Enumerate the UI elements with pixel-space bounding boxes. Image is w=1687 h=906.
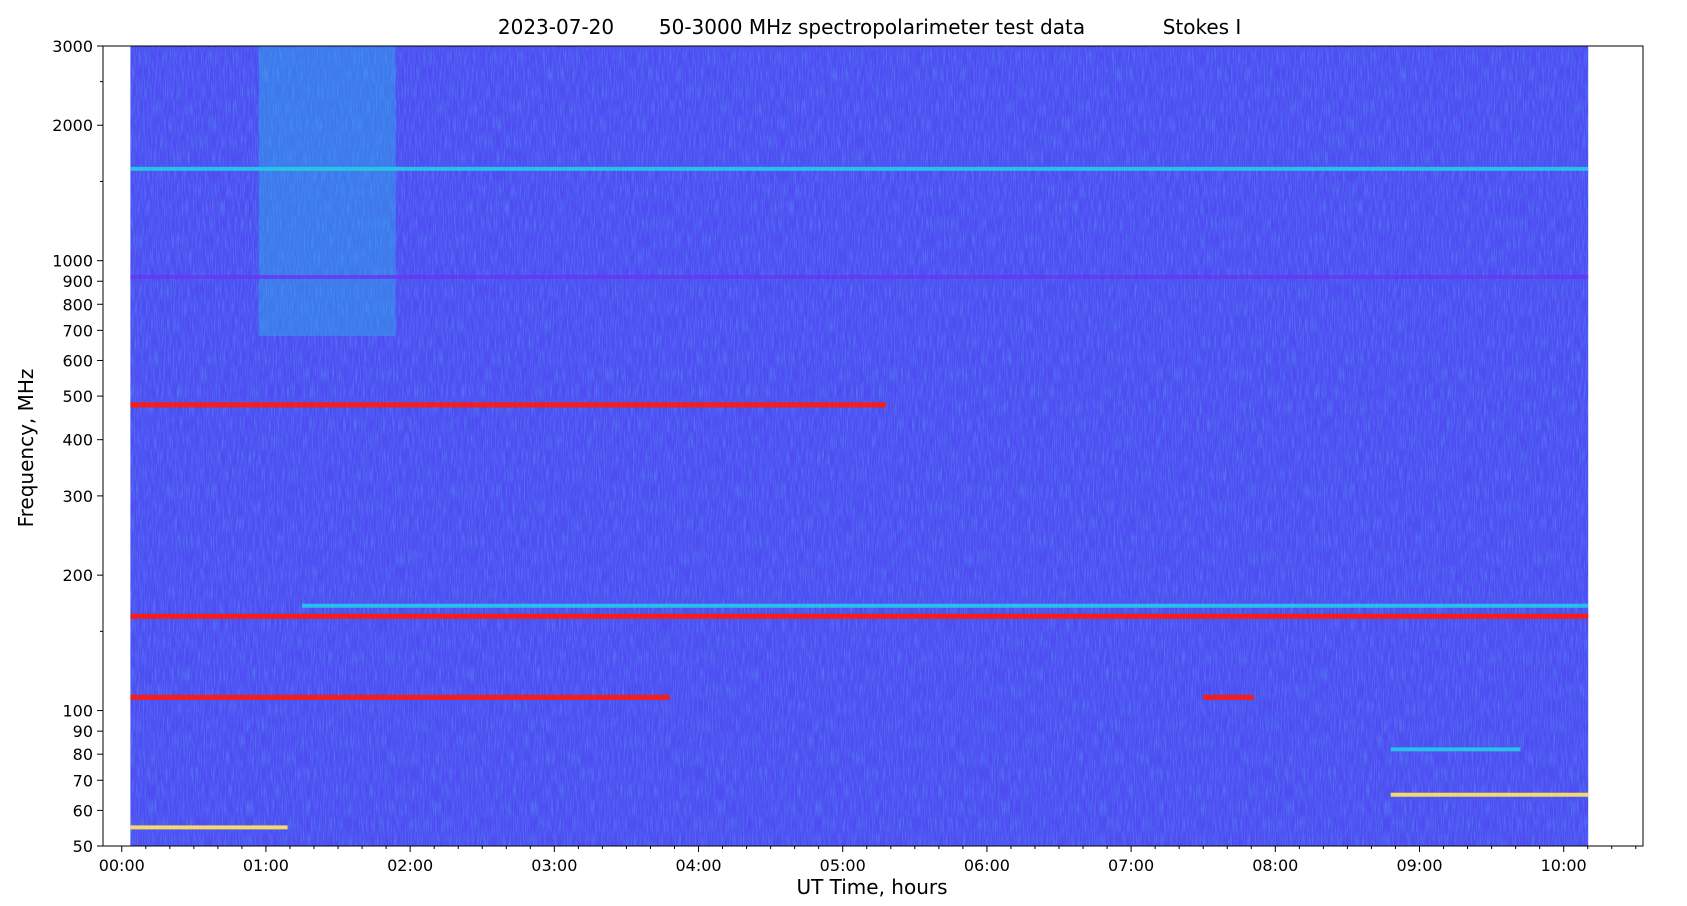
y-tick-label-14: 1000 xyxy=(52,252,93,271)
y-tick-label-16: 3000 xyxy=(52,37,93,56)
feature-band-4 xyxy=(1203,694,1254,700)
y-tick-label-0: 50 xyxy=(73,837,93,856)
y-tick-label-3: 80 xyxy=(73,745,93,764)
feature-burst-0 xyxy=(258,46,396,337)
feature-band-2 xyxy=(301,603,1589,608)
x-tick-label-10: 10:00 xyxy=(1541,856,1587,875)
y-tick-label-2: 70 xyxy=(73,771,93,790)
y-tick-label-13: 900 xyxy=(62,272,93,291)
chart-title: 2023-07-20 50-3000 MHz spectropolarimete… xyxy=(498,15,1241,39)
title-description: 50-3000 MHz spectropolarimeter test data xyxy=(659,15,1085,39)
x-axis-title: UT Time, hours xyxy=(796,875,947,899)
x-tick-label-9: 09:00 xyxy=(1396,856,1442,875)
plot-frame xyxy=(102,45,1644,847)
feature-band-3 xyxy=(130,694,670,700)
y-tick-label-12: 800 xyxy=(62,295,93,314)
x-tick-label-7: 07:00 xyxy=(1108,856,1154,875)
feature-band-1 xyxy=(130,613,1589,619)
x-tick-label-8: 08:00 xyxy=(1252,856,1298,875)
feature-band-10 xyxy=(130,166,1589,171)
title-date: 2023-07-20 xyxy=(498,15,614,39)
plot-area xyxy=(102,45,1644,847)
feature-band-9 xyxy=(1390,747,1521,752)
feature-band-5 xyxy=(130,402,886,408)
x-tick-label-4: 04:00 xyxy=(675,856,721,875)
y-tick-label-10: 600 xyxy=(62,351,93,370)
x-tick-label-5: 05:00 xyxy=(820,856,866,875)
y-tick-label-4: 90 xyxy=(73,722,93,741)
y-tick-label-9: 500 xyxy=(62,387,93,406)
x-tick-label-1: 01:00 xyxy=(243,856,289,875)
spectrogram-noise xyxy=(130,46,1589,846)
feature-band-6 xyxy=(130,274,1589,279)
x-axis: 00:00 01:00 02:00 03:00 04:00 05:00 06:00 07:00… xyxy=(99,846,1637,875)
x-tick-label-2: 02:00 xyxy=(387,856,433,875)
y-tick-label-6: 200 xyxy=(62,566,93,585)
x-tick-label-0: 00:00 xyxy=(99,856,145,875)
feature-band-8 xyxy=(1390,792,1589,797)
y-tick-label-5: 100 xyxy=(62,702,93,721)
feature-band-7 xyxy=(130,825,288,830)
y-tick-label-15: 2000 xyxy=(52,116,93,135)
spectrogram-features xyxy=(130,46,1589,830)
y-tick-label-8: 400 xyxy=(62,431,93,450)
title-parameter: Stokes I xyxy=(1163,15,1242,39)
y-axis-title: Frequency, MHz xyxy=(14,369,38,528)
x-tick-label-6: 06:00 xyxy=(964,856,1010,875)
x-tick-label-3: 03:00 xyxy=(531,856,577,875)
y-tick-label-1: 60 xyxy=(73,801,93,820)
y-tick-label-11: 700 xyxy=(62,321,93,340)
y-tick-label-7: 300 xyxy=(62,487,93,506)
